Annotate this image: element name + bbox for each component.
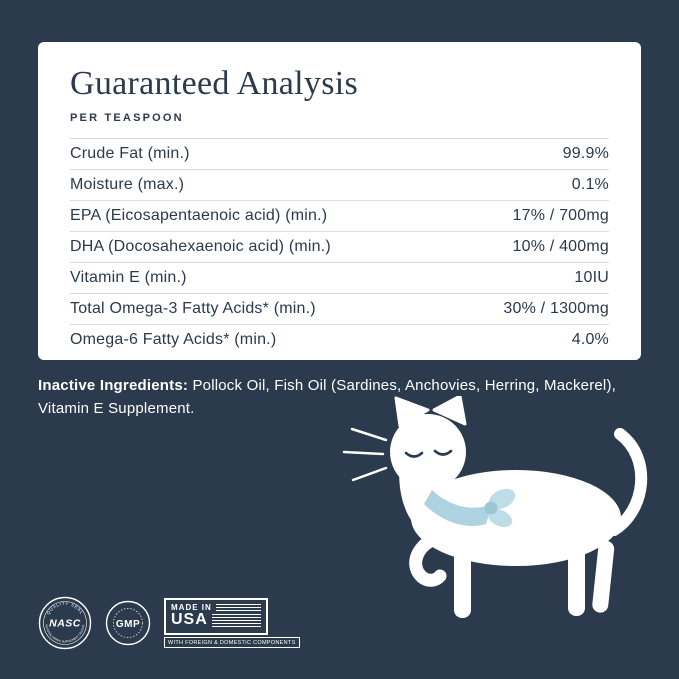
- panel-subtitle: PER TEASPOON: [70, 112, 184, 125]
- panel-title: Guaranteed Analysis: [70, 65, 359, 102]
- nasc-seal-badge: QUALITY SEAL NASC NATIONAL ANIMAL SUPPLE…: [38, 596, 92, 650]
- row-label: Total Omega-3 Fatty Acids* (min.): [70, 300, 316, 318]
- cat-eyes: [404, 449, 453, 458]
- inactive-ingredients: Inactive Ingredients: Pollock Oil, Fish …: [38, 374, 650, 421]
- nasc-arc-top-text: QUALITY SEAL: [45, 601, 83, 615]
- cat-body: [411, 470, 621, 566]
- made-in-text: MADE IN: [171, 602, 212, 612]
- cat-ear: [432, 396, 467, 426]
- stripe-lines: [215, 604, 261, 612]
- row-label: Vitamin E (min.): [70, 269, 187, 287]
- table-row: DHA (Docosahexaenoic acid) (min.) 10% / …: [70, 231, 609, 262]
- table-row: Total Omega-3 Fatty Acids* (min.) 30% / …: [70, 293, 609, 324]
- usa-text: USA: [171, 611, 208, 629]
- stripe-lines: [211, 614, 261, 628]
- row-label: EPA (Eicosapentaenoic acid) (min.): [70, 207, 328, 225]
- table-row: Crude Fat (min.) 99.9%: [70, 138, 609, 169]
- cat-tail: [608, 428, 648, 536]
- row-label: Omega-6 Fatty Acids* (min.): [70, 331, 277, 349]
- table-row: EPA (Eicosapentaenoic acid) (min.) 17% /…: [70, 200, 609, 231]
- inactive-ingredients-text: Pollock Oil, Fish Oil (Sardines, Anchovi…: [38, 377, 617, 418]
- cat-hind-leg: [568, 546, 585, 616]
- row-value: 0.1%: [571, 176, 609, 194]
- cat-hind-leg: [592, 540, 615, 613]
- svg-text:QUALITY SEAL: QUALITY SEAL: [45, 601, 84, 615]
- cat-illustration: [342, 396, 648, 618]
- made-in-usa-badge: MADE IN USA WITH FOREIGN & DOMESTIC COMP…: [164, 597, 300, 649]
- row-value: 10IU: [574, 269, 609, 287]
- row-label: Crude Fat (min.): [70, 145, 190, 163]
- row-label: DHA (Docosahexaenoic acid) (min.): [70, 238, 331, 256]
- cat-whiskers: [342, 427, 388, 482]
- row-label: Moisture (max.): [70, 176, 185, 194]
- row-value: 17% / 700mg: [512, 207, 609, 225]
- analysis-table: Crude Fat (min.) 99.9% Moisture (max.) 0…: [70, 138, 609, 355]
- row-value: 99.9%: [562, 145, 609, 163]
- cat-bow: [424, 488, 516, 528]
- table-row: Moisture (max.) 0.1%: [70, 169, 609, 200]
- nasc-center-text: NASC: [49, 618, 81, 630]
- usa-caption-text: WITH FOREIGN & DOMESTIC COMPONENTS: [164, 637, 300, 649]
- cat-head: [390, 414, 466, 490]
- inactive-ingredients-label: Inactive Ingredients:: [38, 377, 189, 394]
- cat-front-leg: [454, 546, 471, 618]
- cat-raised-leg: [409, 533, 447, 587]
- row-value: 4.0%: [571, 331, 609, 349]
- row-value: 10% / 400mg: [512, 238, 609, 256]
- guaranteed-analysis-card: Guaranteed Analysis PER TEASPOON Crude F…: [38, 42, 641, 360]
- table-row: Omega-6 Fatty Acids* (min.) 4.0%: [70, 324, 609, 355]
- row-value: 30% / 1300mg: [503, 300, 609, 318]
- certification-badges: QUALITY SEAL NASC NATIONAL ANIMAL SUPPLE…: [38, 596, 300, 650]
- gmp-center-text: GMP: [116, 619, 140, 630]
- table-row: Vitamin E (min.) 10IU: [70, 262, 609, 293]
- made-in-usa-box: MADE IN USA: [164, 597, 268, 636]
- gmp-badge: GMP: [105, 600, 151, 646]
